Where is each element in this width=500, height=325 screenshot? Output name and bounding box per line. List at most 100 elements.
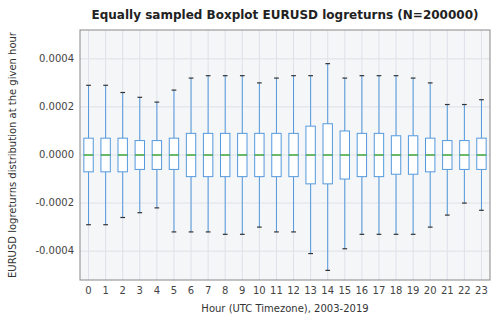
cap-low [223, 234, 228, 235]
box [443, 141, 452, 170]
median [118, 154, 127, 155]
whisker-low [88, 172, 89, 225]
box-group [477, 100, 486, 211]
box [477, 138, 486, 169]
tick-label: -0.0002 [35, 197, 74, 208]
median [374, 154, 383, 155]
whisker-high [396, 76, 397, 136]
grid-line [80, 203, 490, 204]
tick-label: 22 [458, 285, 471, 296]
whisker-high [259, 83, 260, 133]
whisker-high [105, 85, 106, 138]
cap-high [120, 92, 125, 93]
whisker-high [88, 85, 89, 138]
cap-low [325, 270, 330, 271]
cap-low [394, 234, 399, 235]
tick-label: 4 [154, 285, 160, 296]
whisker-high [293, 76, 294, 134]
median [357, 154, 366, 155]
tick-label: 0.0004 [39, 53, 74, 64]
cap-high [445, 104, 450, 105]
cap-low [120, 217, 125, 218]
box [460, 141, 469, 170]
box [203, 133, 212, 176]
tick-label: 17 [373, 285, 386, 296]
chart: -0.0004-0.00020.00000.00020.000401234567… [0, 0, 500, 325]
tick-label: 8 [222, 285, 228, 296]
tick-label: 14 [321, 285, 334, 296]
tick-label: 9 [239, 285, 245, 296]
median [169, 154, 178, 155]
boxes [84, 64, 486, 271]
whisker-high [276, 78, 277, 133]
box-group [272, 78, 281, 232]
whisker-low [344, 179, 345, 249]
tick-label: 20 [424, 285, 437, 296]
cap-high [377, 75, 382, 76]
cap-high [462, 104, 467, 105]
whisker-high [464, 105, 465, 141]
median [323, 154, 332, 155]
cap-high [428, 82, 433, 83]
box-group [443, 105, 452, 216]
whisker-high [122, 93, 123, 139]
whisker-high [344, 78, 345, 131]
median [152, 154, 161, 155]
cap-high [342, 77, 347, 78]
cap-low [206, 231, 211, 232]
tick-label: 6 [188, 285, 194, 296]
whisker-high [139, 97, 140, 140]
cap-high [86, 85, 91, 86]
box [289, 133, 298, 176]
whisker-low [413, 174, 414, 234]
box-group [101, 85, 110, 224]
cap-low [479, 210, 484, 211]
cap-low [291, 231, 296, 232]
cap-low [86, 224, 91, 225]
tick-label: 15 [338, 285, 351, 296]
box [272, 133, 281, 176]
box [306, 126, 315, 184]
median [238, 154, 247, 155]
tick-label: 13 [304, 285, 317, 296]
whisker-high [156, 102, 157, 140]
whisker-high [447, 105, 448, 141]
whisker-low [293, 177, 294, 232]
box-group [289, 76, 298, 232]
cap-low [274, 231, 279, 232]
cap-high [172, 89, 177, 90]
box-group [426, 83, 435, 227]
whisker-low [208, 177, 209, 232]
cap-high [155, 102, 160, 103]
cap-high [206, 75, 211, 76]
whisker-low [430, 172, 431, 227]
median [443, 154, 452, 155]
whisker-low [481, 169, 482, 210]
grid-line [80, 251, 490, 252]
box-group [169, 90, 178, 232]
median [426, 154, 435, 155]
tick-label: 0.0002 [39, 101, 74, 112]
box-group [460, 105, 469, 204]
whisker-high [310, 76, 311, 126]
median [186, 154, 195, 155]
box-group [323, 64, 332, 271]
whisker-low [105, 172, 106, 225]
median [460, 154, 469, 155]
tick-label: 21 [441, 285, 454, 296]
tick-label: -0.0004 [35, 245, 74, 256]
tick-label: 0.0000 [39, 149, 74, 160]
cap-high [103, 85, 108, 86]
whisker-high [327, 64, 328, 124]
median [203, 154, 212, 155]
tick-label: 18 [390, 285, 403, 296]
grid-line [80, 58, 490, 59]
y-axis: -0.0004 -0.0002 0.0000 0.0002 0.0004 [35, 53, 490, 256]
x-axis: 01234567891011121314151617181920212223 [85, 30, 487, 296]
whisker-low [396, 174, 397, 234]
box [186, 133, 195, 176]
cap-low [342, 248, 347, 249]
cap-low [240, 234, 245, 235]
cap-high [189, 77, 194, 78]
cap-high [394, 75, 399, 76]
